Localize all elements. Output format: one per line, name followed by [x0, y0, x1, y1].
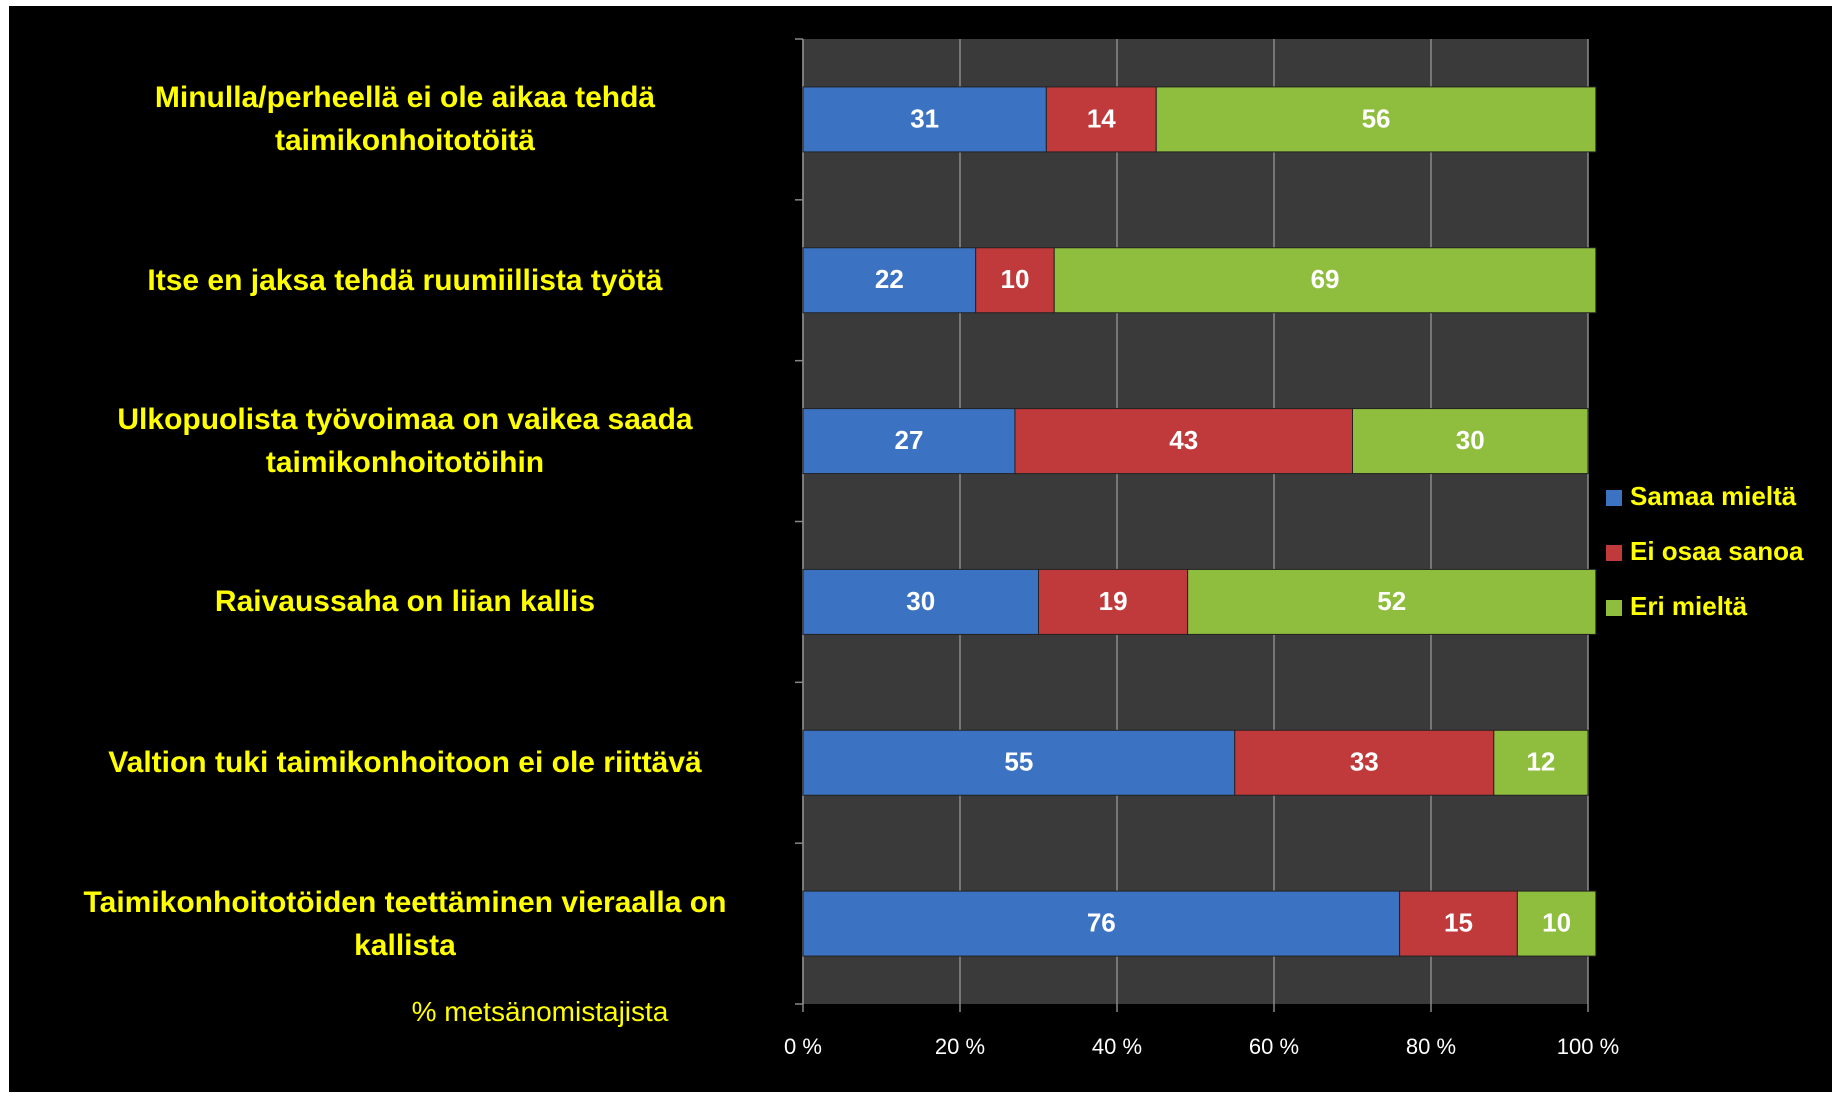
y-tick-label: Raivaussaha on liian kallis — [214, 585, 596, 619]
data-label: 55 — [1004, 747, 1033, 777]
legend-swatch — [1606, 600, 1622, 616]
bar-segment — [1493, 729, 1589, 796]
bar-segment — [802, 729, 1236, 796]
data-label: 19 — [1099, 586, 1128, 616]
data-label: 27 — [895, 425, 924, 455]
data-label: 10 — [1542, 907, 1571, 937]
data-label: 10 — [1000, 264, 1029, 294]
legend-label: Ei osaa sanoa — [1630, 536, 1804, 566]
data-label: 52 — [1377, 586, 1406, 616]
legend-swatch — [1606, 545, 1622, 561]
x-tick-label: 100 % — [1557, 1034, 1619, 1059]
x-tick-label: 0 % — [784, 1034, 822, 1059]
bar-segment — [1352, 408, 1589, 475]
legend-label: Samaa mieltä — [1630, 481, 1797, 511]
bar-segment — [802, 890, 1401, 957]
bar-segment — [802, 408, 1016, 475]
bar-segment — [1399, 890, 1518, 957]
data-label: 56 — [1362, 103, 1391, 133]
data-label: 30 — [906, 586, 935, 616]
data-label: 76 — [1087, 907, 1116, 937]
bar-segment — [1516, 890, 1597, 957]
y-tick-label: Valtion tuki taimikonhoitoon ei ole riit… — [108, 746, 702, 780]
data-label: 15 — [1444, 907, 1473, 937]
legend-label: Eri mieltä — [1630, 591, 1748, 621]
bar-segment — [802, 86, 1047, 153]
data-label: 12 — [1526, 747, 1555, 777]
bar-segment — [802, 247, 977, 314]
bar-segment — [1187, 568, 1597, 635]
bar-segment — [1045, 86, 1157, 153]
x-axis-label: % metsänomistajista — [411, 995, 669, 1027]
data-label: 31 — [910, 103, 939, 133]
y-tick-label: Minulla/perheellä ei ole aikaa tehdä tai… — [154, 81, 656, 158]
x-tick-label: 20 % — [935, 1034, 985, 1059]
bar-segment — [1038, 568, 1189, 635]
y-tick-label: Itse en jaksa tehdä ruumiillista työtä — [147, 263, 663, 297]
bar-segment — [1234, 729, 1495, 796]
x-tick-label: 80 % — [1406, 1034, 1456, 1059]
data-label: 14 — [1087, 103, 1116, 133]
data-label: 33 — [1350, 747, 1379, 777]
plot-area — [803, 39, 1588, 1004]
y-tick-label: Ulkopuolista työvoimaa on vaikea saada t… — [117, 403, 693, 480]
data-label: 69 — [1311, 264, 1340, 294]
data-label: 30 — [1456, 425, 1485, 455]
bar-segment — [1053, 247, 1597, 314]
data-label: 43 — [1169, 425, 1198, 455]
bar-segment — [802, 568, 1039, 635]
x-tick-label: 60 % — [1249, 1034, 1299, 1059]
bar-segment — [1014, 408, 1353, 475]
bar-segment — [1155, 86, 1597, 153]
x-tick-label: 40 % — [1092, 1034, 1142, 1059]
y-tick-label: Taimikonhoitotöiden teettäminen vieraall… — [83, 885, 727, 962]
data-label: 22 — [875, 264, 904, 294]
legend-swatch — [1606, 490, 1622, 506]
